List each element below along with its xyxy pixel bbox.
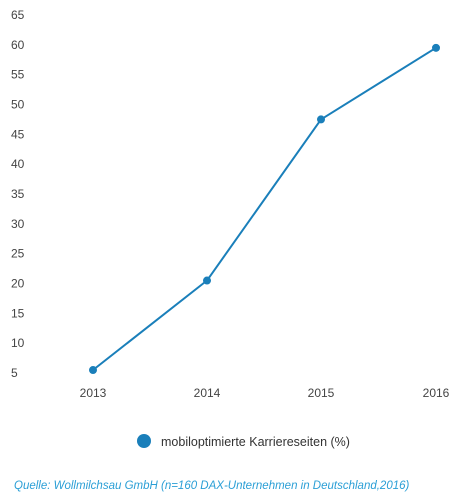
x-tick-label: 2013 xyxy=(80,386,107,400)
y-tick-label: 20 xyxy=(11,277,25,291)
series-line xyxy=(92,46,437,371)
data-point xyxy=(89,366,97,375)
legend-marker xyxy=(137,434,151,448)
y-tick-label: 30 xyxy=(11,217,25,231)
data-point xyxy=(432,43,440,52)
y-tick-label: 50 xyxy=(11,98,25,112)
y-axis-ticks: 5 10 15 20 25 30 35 40 45 50 55 60 65 xyxy=(11,8,25,380)
legend: mobiloptimierte Karriereseiten (%) xyxy=(137,434,350,449)
y-tick-label: 45 xyxy=(11,127,25,141)
x-tick-label: 2016 xyxy=(423,386,450,400)
data-point xyxy=(317,115,325,124)
y-tick-label: 10 xyxy=(11,336,25,350)
data-point xyxy=(203,276,211,285)
y-tick-label: 55 xyxy=(11,68,25,82)
y-tick-label: 35 xyxy=(11,187,25,201)
legend-label: mobiloptimierte Karriereseiten (%) xyxy=(161,435,350,449)
y-tick-label: 65 xyxy=(11,8,25,22)
y-tick-label: 5 xyxy=(11,366,18,380)
y-tick-label: 15 xyxy=(11,306,25,320)
source-note: Quelle: Wollmilchsau GmbH (n=160 DAX-Unt… xyxy=(14,480,410,492)
y-tick-label: 25 xyxy=(11,247,25,261)
y-tick-label: 40 xyxy=(11,157,25,171)
y-tick-label: 60 xyxy=(11,38,25,52)
x-tick-label: 2015 xyxy=(308,386,335,400)
x-axis-ticks: 2013 2014 2015 2016 xyxy=(80,386,450,400)
series-layer xyxy=(89,43,440,375)
x-tick-label: 2014 xyxy=(194,386,221,400)
